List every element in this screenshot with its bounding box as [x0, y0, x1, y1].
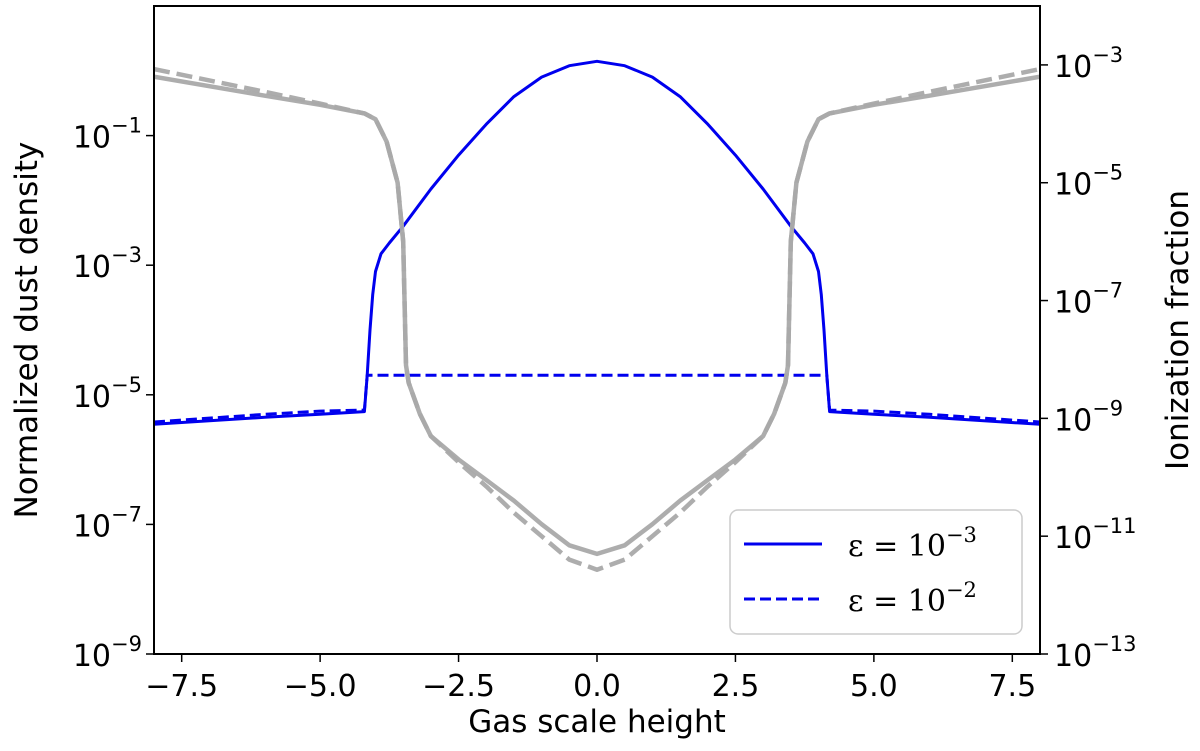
y-left-tick-label: 10−7: [73, 502, 142, 544]
legend: ε = 10−3 ε = 10−2: [729, 509, 1023, 635]
y-axis-right: 10−3 10−5 10−7 10−9 10−11 10−13: [1040, 43, 1137, 674]
x-tick-label: −2.5: [422, 669, 495, 704]
y-right-tick-label: 10−9: [1054, 396, 1123, 438]
y-right-tick-label: 10−11: [1054, 514, 1137, 556]
x-tick-label: 0.0: [573, 669, 621, 704]
legend-entry-2: ε = 10−2: [848, 578, 977, 619]
x-axis: −7.5 −5.0 −2.5 0.0 2.5 5.0 7.5: [145, 654, 1036, 704]
y-right-tick-label: 10−3: [1054, 43, 1123, 85]
y-left-tick-label: 10−9: [73, 632, 142, 674]
series-line-1: [154, 59, 1040, 426]
series-layer: [154, 59, 1040, 572]
y-left-tick-label: 10−3: [73, 243, 142, 285]
series-line-4: [154, 66, 1040, 572]
y-axis-left: 10−1 10−3 10−5 10−7 10−9: [73, 114, 154, 674]
x-tick-label: 7.5: [988, 669, 1036, 704]
y-axis-right-label: Ionization fraction: [1160, 190, 1196, 470]
x-tick-label: −5.0: [284, 669, 357, 704]
y-left-tick-label: 10−5: [73, 373, 142, 415]
series-line-3: [154, 74, 1040, 557]
y-axis-left-label: Normalized dust density: [9, 142, 45, 519]
x-axis-label: Gas scale height: [468, 704, 726, 740]
y-right-tick-label: 10−7: [1054, 279, 1123, 321]
x-tick-label: 5.0: [850, 669, 898, 704]
x-tick-label: 2.5: [712, 669, 760, 704]
y-right-tick-label: 10−13: [1054, 632, 1137, 674]
x-tick-label: −7.5: [145, 669, 218, 704]
legend-entry-1: ε = 10−3: [848, 523, 977, 564]
y-right-tick-label: 10−5: [1054, 161, 1123, 203]
legend-box: [729, 509, 1023, 635]
y-left-tick-label: 10−1: [73, 114, 142, 156]
series-line-2: [154, 373, 1040, 424]
